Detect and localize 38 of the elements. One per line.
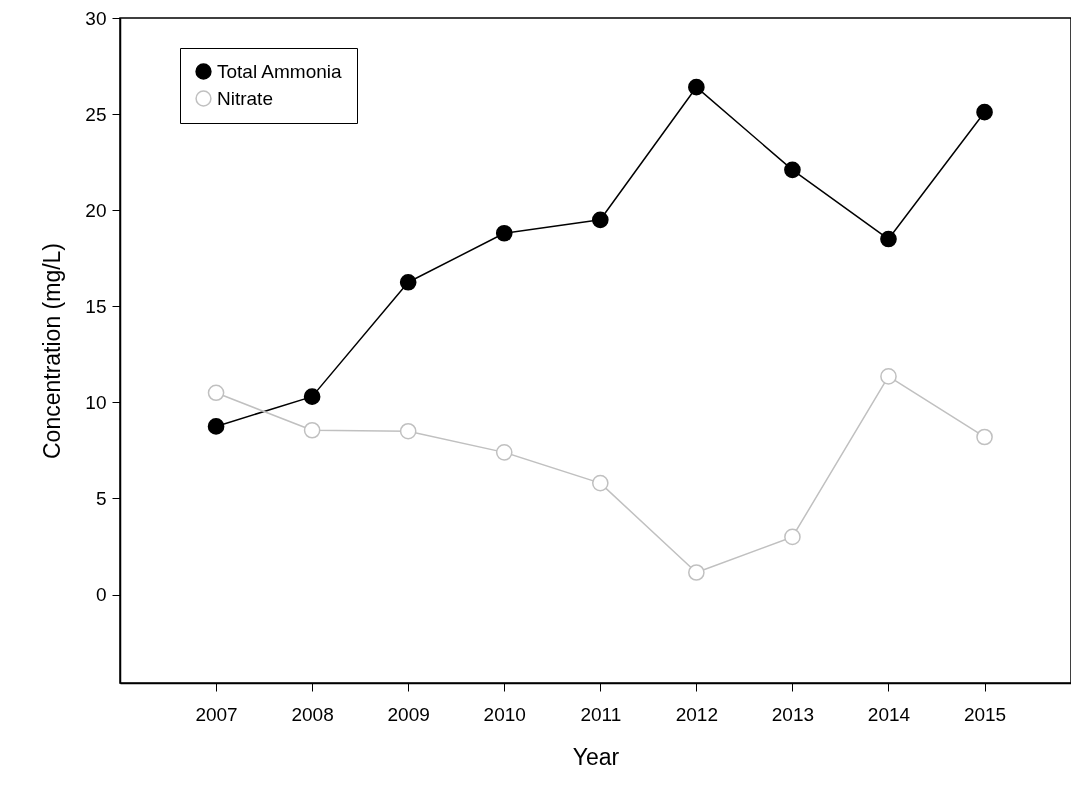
point (303, 421, 321, 439)
y-tick-label: 15 (85, 295, 107, 317)
legend-label: Nitrate (217, 87, 273, 109)
x-tick-label: 2011 (580, 703, 622, 725)
point (880, 230, 897, 248)
y-tick-label: 30 (85, 7, 107, 29)
x-tick-label: 2007 (195, 703, 238, 725)
y-tick-label: 25 (85, 103, 107, 125)
y-tick-label: 0 (95, 584, 107, 606)
y-tick-label: 5 (95, 487, 107, 509)
x-tick-label: 2010 (483, 703, 526, 725)
point (784, 528, 801, 546)
point (880, 368, 897, 385)
point (591, 211, 609, 229)
x-tick-label: 2008 (291, 703, 334, 725)
x-tick-label: 2013 (771, 703, 815, 725)
y-tick-label: 20 (85, 199, 107, 221)
point (303, 388, 321, 405)
point (976, 428, 993, 446)
x-tick-label: 2014 (867, 703, 911, 725)
point (399, 422, 417, 440)
point (207, 384, 225, 402)
point (495, 224, 513, 242)
point (976, 103, 993, 121)
x-axis-title: Year (572, 743, 620, 770)
x-tick-label: 2012 (675, 703, 718, 725)
legend-label: Total Ammonia (217, 60, 343, 82)
point (688, 564, 705, 581)
y-tick-label: 10 (85, 391, 107, 413)
y-axis-title: Concentration (mg/L) (39, 242, 66, 460)
point (591, 474, 609, 492)
point (207, 418, 225, 435)
point (784, 161, 801, 179)
x-tick-label: 2015 (963, 703, 1007, 725)
x-tick-label: 2009 (387, 703, 430, 725)
point (399, 273, 417, 291)
point (688, 78, 705, 96)
point (495, 444, 513, 461)
